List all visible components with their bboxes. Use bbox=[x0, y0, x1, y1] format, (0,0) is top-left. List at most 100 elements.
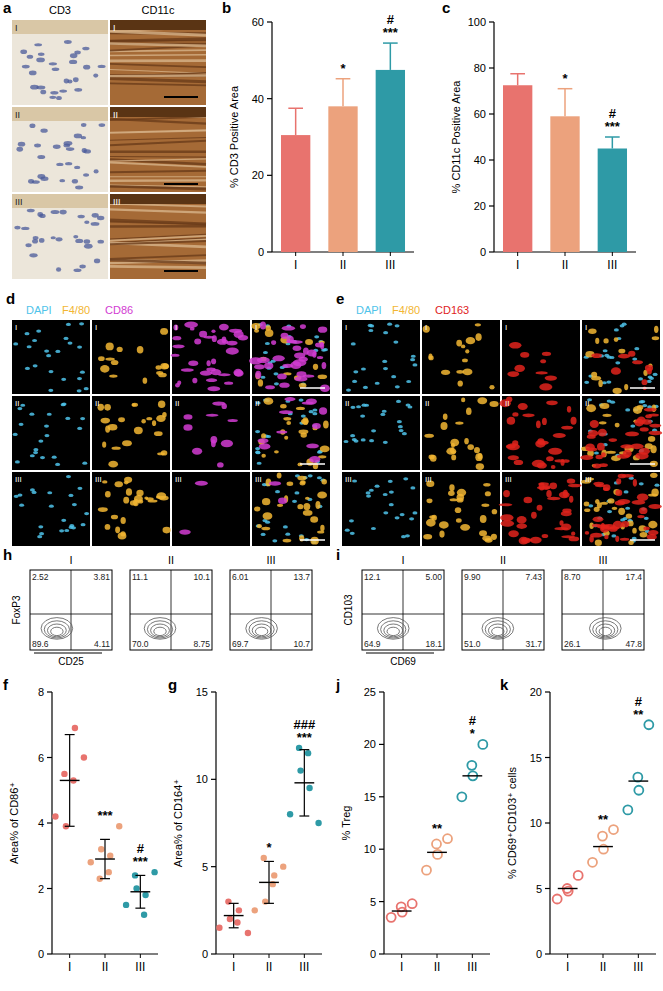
nucleus bbox=[72, 179, 78, 184]
channel-label: DAPI bbox=[356, 304, 382, 316]
background bbox=[342, 320, 420, 394]
flow-plot: 2.523.8189.64.11 bbox=[30, 570, 112, 650]
point bbox=[116, 823, 122, 829]
nucleus bbox=[18, 142, 26, 147]
signal bbox=[633, 406, 642, 414]
signal bbox=[217, 462, 224, 467]
fiber bbox=[110, 255, 206, 259]
signal bbox=[296, 407, 305, 410]
channel-label: CD163 bbox=[435, 304, 469, 316]
signal bbox=[212, 401, 225, 405]
signal bbox=[263, 351, 268, 354]
signal bbox=[507, 417, 516, 425]
quadrant-value: 12.1 bbox=[364, 572, 381, 582]
signal bbox=[620, 538, 629, 541]
row-label: III bbox=[15, 475, 22, 484]
fiber bbox=[110, 187, 206, 188]
signal bbox=[13, 433, 18, 436]
nucleus bbox=[49, 96, 56, 99]
nucleus bbox=[53, 145, 61, 149]
signal bbox=[352, 479, 357, 482]
signal bbox=[259, 443, 271, 449]
nucleus bbox=[74, 166, 80, 169]
signal bbox=[569, 536, 580, 541]
point bbox=[478, 740, 487, 749]
signal bbox=[154, 431, 163, 436]
signal bbox=[320, 342, 324, 349]
signal bbox=[343, 440, 348, 443]
signal bbox=[44, 434, 49, 437]
signal bbox=[255, 371, 261, 379]
signal bbox=[105, 524, 111, 530]
fiber bbox=[110, 225, 206, 228]
signal bbox=[393, 341, 398, 344]
error-cap bbox=[65, 734, 75, 735]
error-stem bbox=[295, 108, 297, 135]
signal bbox=[15, 460, 20, 463]
error-bar bbox=[558, 89, 573, 117]
signal bbox=[258, 379, 263, 386]
flow-plot: 6.0113.769.710.7 bbox=[230, 570, 312, 650]
signal bbox=[192, 448, 202, 455]
error-cap bbox=[510, 73, 525, 75]
signal bbox=[366, 494, 371, 497]
signal bbox=[306, 398, 317, 404]
quadrant-value: 2.52 bbox=[32, 572, 49, 582]
row-label: I bbox=[345, 323, 347, 332]
error-cap bbox=[65, 826, 75, 827]
signal bbox=[457, 494, 465, 501]
signal bbox=[633, 479, 637, 487]
y-tick bbox=[267, 98, 272, 99]
error-bar bbox=[383, 43, 398, 70]
signal bbox=[480, 515, 487, 523]
panel-label: h bbox=[3, 546, 12, 563]
fluorescence-image: III bbox=[92, 472, 171, 546]
signal bbox=[98, 507, 108, 512]
point bbox=[644, 720, 653, 729]
quadrant-value: 31.7 bbox=[525, 639, 542, 649]
signal bbox=[77, 345, 82, 348]
signal bbox=[369, 489, 374, 492]
signal bbox=[593, 482, 604, 486]
signal bbox=[634, 347, 639, 350]
signal bbox=[400, 513, 405, 516]
y-tick-label: 0 bbox=[480, 246, 486, 258]
signal bbox=[297, 504, 303, 509]
contour bbox=[593, 621, 618, 638]
y-tick bbox=[379, 796, 384, 797]
signal bbox=[612, 388, 621, 394]
fiber bbox=[110, 176, 206, 177]
signal bbox=[451, 455, 456, 461]
y-tick bbox=[545, 953, 550, 954]
y-tick bbox=[545, 691, 550, 692]
x-tick-label: II bbox=[266, 960, 273, 974]
y-tick-label: 60 bbox=[252, 16, 264, 28]
signal bbox=[279, 383, 289, 388]
signal bbox=[366, 491, 371, 494]
signal bbox=[321, 479, 327, 484]
signal bbox=[228, 419, 238, 422]
background bbox=[92, 320, 170, 394]
quadrant-value: 8.70 bbox=[564, 572, 581, 582]
signal bbox=[72, 503, 77, 506]
y-axis-label: Area% of CD164⁺ bbox=[172, 779, 184, 868]
row-label: III bbox=[585, 475, 592, 484]
signal bbox=[262, 498, 270, 505]
signal bbox=[39, 532, 44, 535]
x-tick-label: III bbox=[633, 960, 643, 974]
signal bbox=[637, 493, 649, 501]
fiber bbox=[110, 31, 206, 35]
contour bbox=[249, 621, 274, 638]
signal bbox=[382, 360, 387, 363]
point bbox=[234, 919, 240, 925]
signal bbox=[318, 327, 327, 333]
plot-title: II bbox=[168, 554, 174, 566]
signal bbox=[102, 480, 107, 483]
fiber bbox=[110, 137, 206, 140]
point bbox=[261, 855, 267, 861]
signal bbox=[483, 483, 490, 487]
signal bbox=[305, 497, 310, 500]
signal bbox=[71, 526, 76, 529]
signal bbox=[516, 523, 527, 529]
nucleus bbox=[97, 240, 104, 244]
